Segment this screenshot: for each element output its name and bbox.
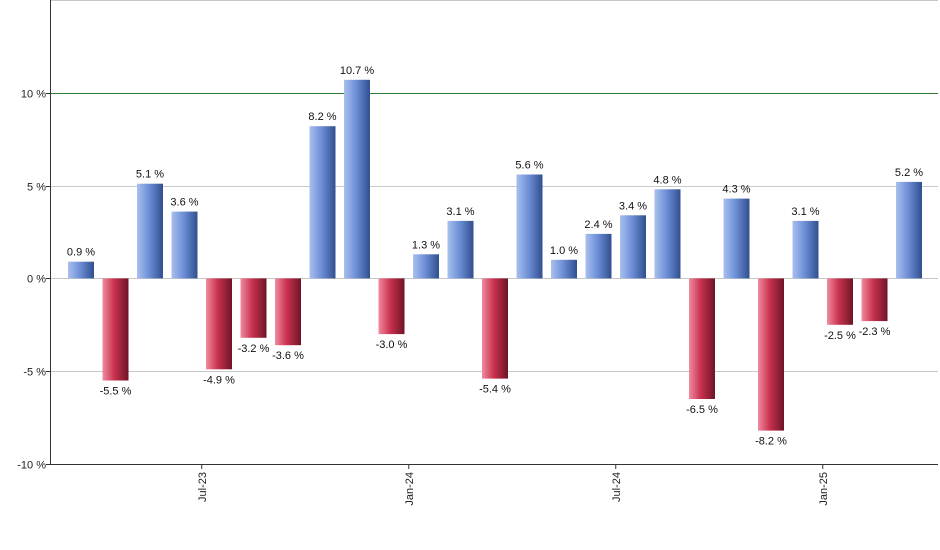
bar [516,174,543,279]
data-label: -5.4 % [479,384,511,396]
y-tick-label: 10 % [21,89,46,101]
data-label: 3.1 % [791,206,819,218]
bar [654,189,681,279]
bar [482,278,508,379]
data-label: 3.4 % [619,200,647,212]
x-tick-label: Jan-24 [404,472,416,506]
data-label: 3.1 % [446,206,474,218]
data-label: 1.3 % [412,239,440,251]
data-label: 4.8 % [653,174,681,186]
data-label: 4.3 % [722,184,750,196]
bar [758,278,784,431]
y-tick-label: -10 % [17,460,46,472]
bar [102,278,129,381]
data-label: 2.4 % [584,219,612,231]
data-label: 0.9 % [67,247,95,259]
bar [689,278,715,399]
data-labels: 0.9 % -5.5 % 5.1 % 3.6 % -4.9 % -3.2 %-3.6 % 8… [67,65,923,448]
data-label: 5.1 % [136,169,164,181]
bar [620,215,646,279]
data-label: -4.9 % [203,374,235,386]
data-label: 3.6 % [170,197,198,209]
bar [723,198,750,279]
bars [68,79,922,431]
data-label: -2.3 % [859,326,891,338]
data-label: 1.0 % [550,245,578,257]
bar [827,278,853,325]
bar [344,79,370,279]
bar [792,220,819,279]
data-label: -3.6 % [272,350,304,362]
data-label: -6.5 % [686,404,718,416]
bar [447,220,474,279]
data-label: 5.2 % [895,167,923,179]
bar [896,181,922,279]
bar [171,211,198,279]
data-label: -5.5 % [100,386,132,398]
bar [309,126,336,279]
bar [585,233,612,279]
bar [413,254,439,279]
x-tick-label: Jul-24 [611,472,623,502]
y-tick-label: 0 % [27,274,46,286]
x-tick-label: Jul-23 [197,472,209,502]
data-label: -3.2 % [238,343,270,355]
bar [206,278,232,370]
bar [861,278,888,322]
axes: -10 % -5 % 0 % 5 % 10 % Jul-23 Jan-24 Jul-24 Jan… [17,0,938,506]
data-label: -3.0 % [376,339,408,351]
data-label: -8.2 % [755,436,787,448]
bar [275,278,301,346]
y-tick-label: -5 % [23,367,46,379]
data-label: 10.7 % [340,65,374,77]
bar [137,183,163,279]
bar [378,278,405,335]
bar [240,278,267,338]
bar [551,259,577,279]
bar [68,261,94,279]
data-label: -2.5 % [824,330,856,342]
x-tick-label: Jan-25 [818,472,830,506]
y-tick-label: 5 % [27,182,46,194]
data-label: 8.2 % [308,111,336,123]
data-label: 5.6 % [515,160,543,172]
